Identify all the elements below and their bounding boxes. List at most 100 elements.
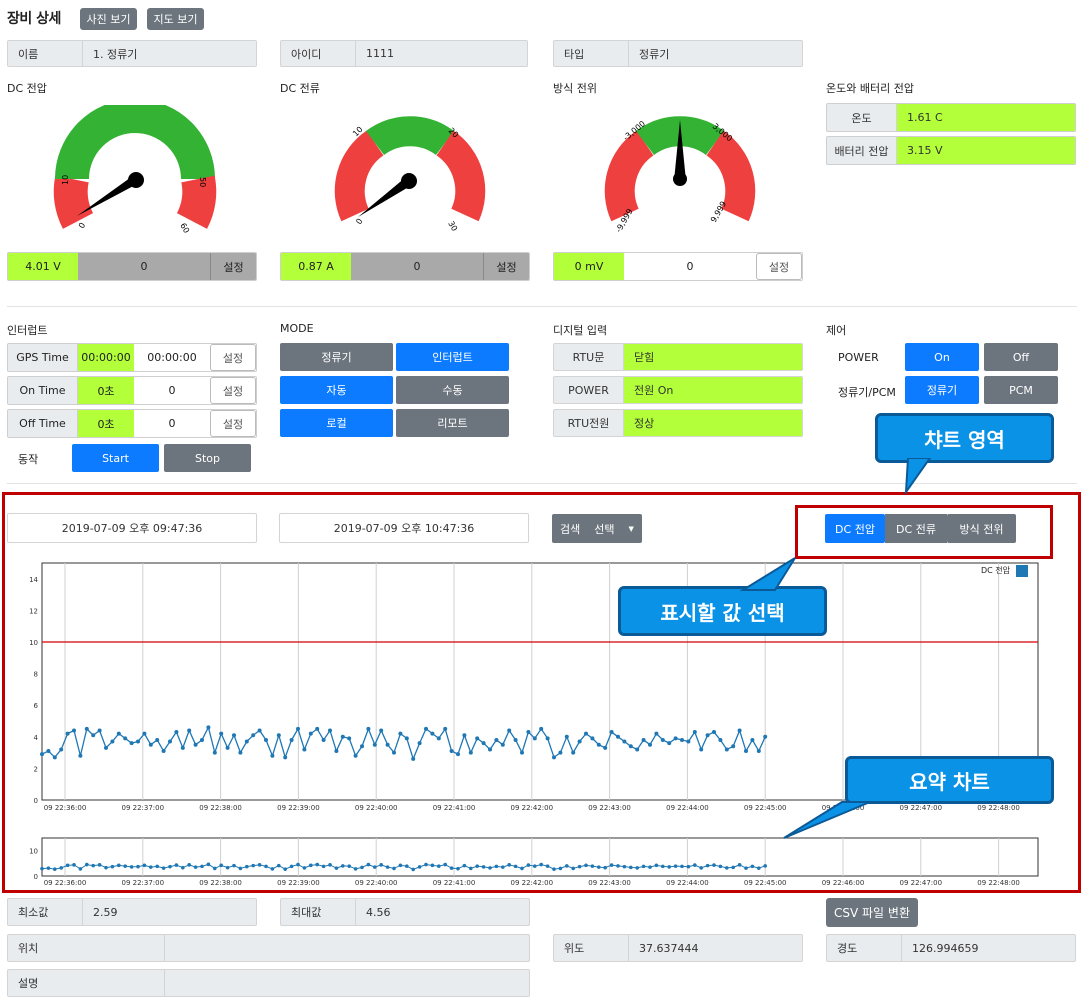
- mode-manual-button[interactable]: 수동: [396, 376, 509, 404]
- summary-data-point: [373, 865, 377, 869]
- mode-auto-button[interactable]: 자동: [280, 376, 393, 404]
- date-to-input[interactable]: 2019-07-09 오후 10:47:36: [279, 513, 529, 543]
- summary-data-point: [353, 867, 358, 871]
- summary-data-point: [104, 865, 108, 870]
- dc-current-set-button[interactable]: 설정: [483, 253, 529, 280]
- summary-data-point: [65, 863, 70, 868]
- on-set-button[interactable]: 설정: [210, 377, 256, 404]
- legend-swatch: [1016, 565, 1028, 577]
- summary-data-point: [545, 864, 550, 868]
- data-point: [289, 737, 294, 742]
- summary-x-tick-label: 09 22:38:00: [199, 879, 242, 887]
- location-value: [165, 935, 175, 961]
- summary-x-tick-label: 09 22:41:00: [433, 879, 476, 887]
- summary-data-point: [40, 866, 44, 871]
- max-field: 최대값 4.56: [280, 898, 530, 926]
- data-point: [334, 749, 339, 754]
- photo-button[interactable]: 사진 보기: [80, 8, 137, 30]
- mode-remote-button[interactable]: 리모트: [396, 409, 509, 437]
- csv-export-button[interactable]: CSV 파일 변환: [826, 898, 918, 927]
- potential-row: 0 mV 0 설정: [553, 252, 803, 281]
- summary-data-point: [46, 866, 51, 870]
- date-from-input[interactable]: 2019-07-09 오후 09:47:36: [7, 513, 257, 543]
- data-point: [308, 731, 313, 736]
- summary-data-point: [347, 864, 352, 868]
- off-time-value: 0초: [78, 410, 134, 437]
- data-point: [712, 730, 716, 735]
- x-tick-label: 09 22:41:00: [433, 804, 476, 812]
- tab-dc-current[interactable]: DC 전류: [885, 514, 947, 543]
- divider: [7, 306, 1077, 307]
- dc-voltage-set-button[interactable]: 설정: [210, 253, 256, 280]
- data-point: [558, 750, 563, 755]
- summary-data-point: [603, 865, 607, 870]
- summary-data-point: [315, 862, 320, 867]
- potential-input[interactable]: 0: [624, 253, 756, 280]
- off-time-input[interactable]: 0: [134, 410, 210, 437]
- pcm-button[interactable]: PCM: [984, 376, 1058, 404]
- off-set-button[interactable]: 설정: [210, 410, 256, 437]
- gps-time-value: 00:00:00: [78, 344, 134, 371]
- data-point: [411, 756, 416, 761]
- latitude-field: 위도 37.637444: [553, 934, 803, 962]
- search-select-button[interactable]: 검색 선택 ▼: [552, 514, 642, 543]
- data-point: [584, 731, 588, 736]
- power-on-button[interactable]: On: [905, 343, 979, 371]
- mode-local-button[interactable]: 로컬: [280, 409, 393, 437]
- on-time-value: 0초: [78, 377, 134, 404]
- tab-potential[interactable]: 방식 전위: [947, 514, 1016, 543]
- tab-dc-voltage[interactable]: DC 전압: [825, 514, 885, 543]
- dc-current-gauge: 0 10 20 30: [334, 116, 486, 233]
- x-tick-label: 09 22:43:00: [588, 804, 631, 812]
- gauge-tick: 0: [354, 217, 364, 226]
- control-rect-label: 정류기/PCM: [838, 386, 896, 399]
- map-button[interactable]: 지도 보기: [147, 8, 204, 30]
- data-point: [302, 747, 307, 752]
- gauge-tick: 0: [77, 221, 87, 230]
- power-off-button[interactable]: Off: [984, 343, 1058, 371]
- data-point: [251, 733, 256, 738]
- gps-time-row: GPS Time 00:00:00 00:00:00 설정: [7, 343, 257, 372]
- rectifier-button[interactable]: 정류기: [905, 376, 979, 404]
- interrupt-title: 인터럽트: [7, 324, 48, 337]
- potential-set-button[interactable]: 설정: [756, 253, 802, 280]
- data-point: [724, 747, 729, 752]
- data-point: [283, 755, 288, 760]
- potential-value: 0 mV: [554, 253, 624, 280]
- data-point: [667, 741, 672, 746]
- gps-set-button[interactable]: 설정: [210, 344, 256, 371]
- data-point: [500, 742, 505, 747]
- summary-data-point: [667, 865, 671, 869]
- summary-data-point: [584, 863, 588, 868]
- summary-data-point: [673, 864, 678, 868]
- dc-current-row: 0.87 A 0 설정: [280, 252, 530, 281]
- summary-data-point: [392, 866, 396, 871]
- summary-data-point: [142, 863, 147, 868]
- on-time-input[interactable]: 0: [134, 377, 210, 404]
- summary-data-point: [718, 864, 723, 869]
- mode-interrupt-button[interactable]: 인터럽트: [396, 343, 509, 371]
- summary-data-point: [507, 863, 512, 867]
- summary-data-point: [232, 863, 236, 868]
- dc-current-input[interactable]: 0: [351, 253, 483, 280]
- gauge-tick: 10: [61, 175, 70, 185]
- data-point: [123, 736, 128, 741]
- summary-data-point: [449, 866, 454, 870]
- summary-data-point: [443, 862, 448, 867]
- data-point: [379, 728, 384, 733]
- summary-data-point: [277, 863, 281, 868]
- mode-rectifier-button[interactable]: 정류기: [280, 343, 393, 371]
- stop-button[interactable]: Stop: [164, 444, 251, 472]
- longitude-field: 경도 126.994659: [826, 934, 1076, 962]
- main-line-chart: 09 22:36:00 09 22:37:00 09 22:38:00 09 22:3…: [29, 562, 1039, 812]
- summary-data-point: [513, 864, 518, 869]
- location-label: 위치: [8, 935, 165, 961]
- data-point: [737, 728, 742, 733]
- summary-data-point: [693, 863, 697, 867]
- data-point: [462, 733, 467, 738]
- start-button[interactable]: Start: [72, 444, 159, 472]
- gps-time-input[interactable]: 00:00:00: [134, 344, 210, 371]
- dc-voltage-input[interactable]: 0: [78, 253, 210, 280]
- y-tick-label: 10: [29, 639, 38, 647]
- data-point: [296, 726, 300, 731]
